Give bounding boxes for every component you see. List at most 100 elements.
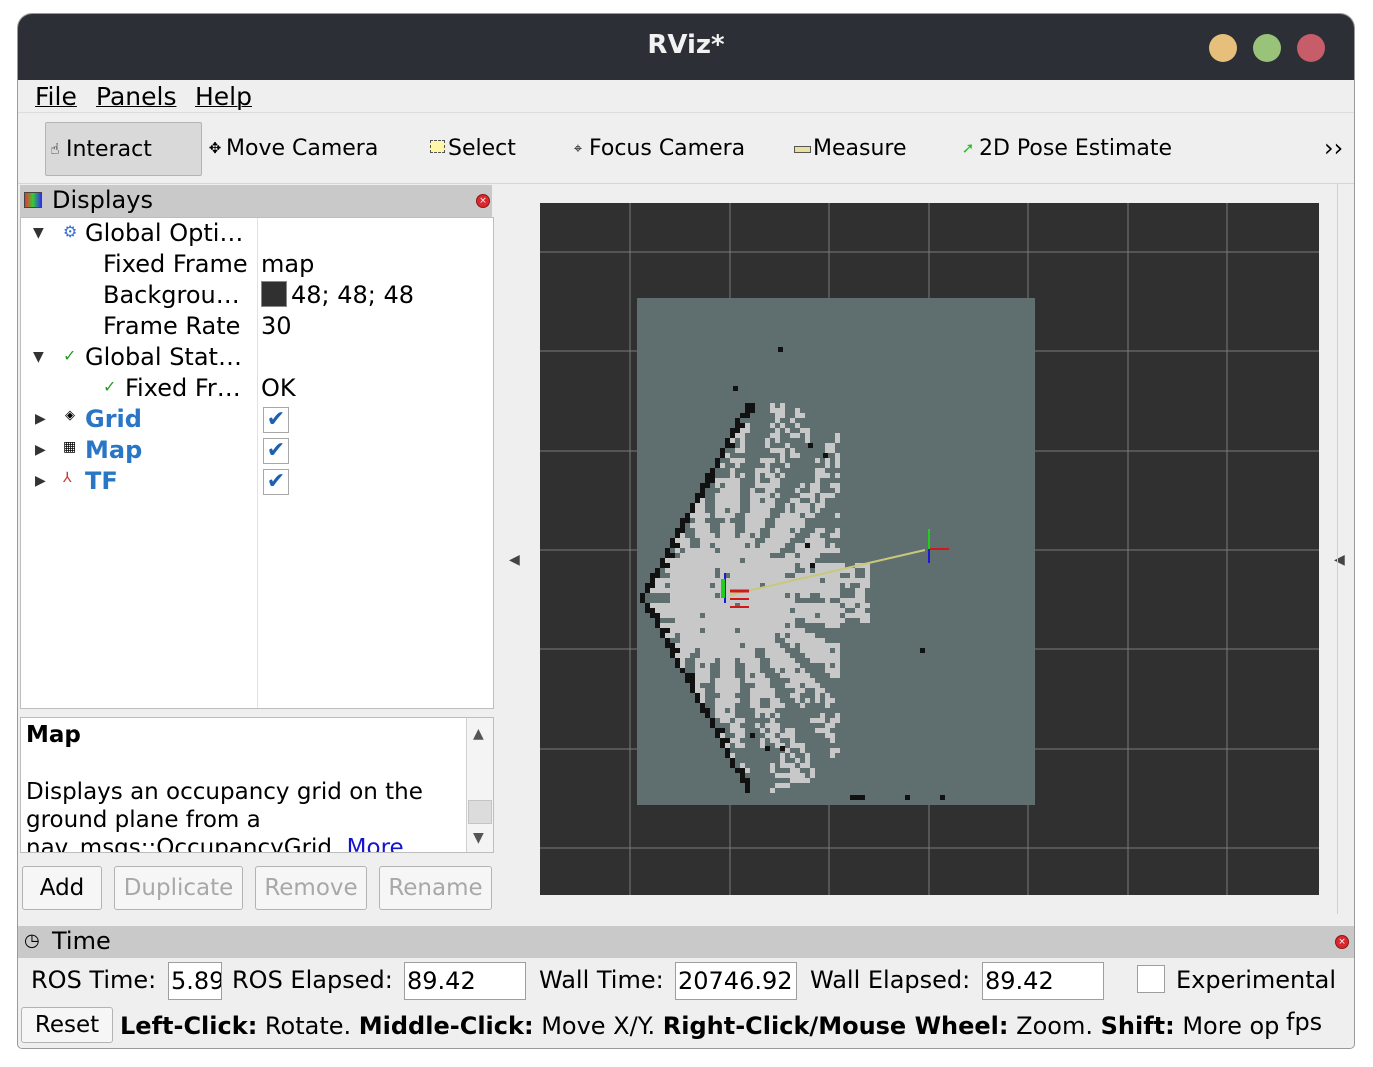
grid-enabled-checkbox[interactable]: ✔ <box>263 407 289 433</box>
tf-link-line <box>729 549 926 596</box>
description-text: Displays an occupancy grid on the ground… <box>26 779 423 853</box>
wall-time-label: Wall Time: <box>539 966 664 994</box>
wall-time-field[interactable]: 20746.92 <box>675 962 797 1000</box>
tree-label: Map <box>85 436 143 464</box>
clock-icon: ◷ <box>24 930 40 951</box>
hint-left-click: Left-Click: <box>120 1012 258 1040</box>
tool-pose-label: 2D Pose Estimate <box>979 135 1173 161</box>
ruler-icon <box>793 139 811 157</box>
tree-row-background[interactable]: Backgrou… 48; 48; 48 <box>21 281 493 312</box>
select-icon <box>428 139 446 157</box>
time-close-icon[interactable]: × <box>1335 935 1349 949</box>
tree-row-map[interactable]: ▶ ▦ Map ✔ <box>21 436 493 467</box>
tree-value: OK <box>261 374 296 402</box>
tree-label: Global Opti… <box>85 219 244 247</box>
rviz-window: RViz* File Panels Help ☝ Interact ✥ Move C… <box>18 14 1354 1048</box>
expand-down-icon[interactable]: ▼ <box>33 225 44 241</box>
hint-right-click: Right-Click/Mouse Wheel: <box>662 1012 1009 1040</box>
tree-value[interactable]: map <box>261 250 315 278</box>
displays-close-icon[interactable]: × <box>476 194 490 208</box>
description-body: Displays an occupancy grid on the ground… <box>26 778 456 853</box>
experimental-checkbox[interactable] <box>1137 965 1165 993</box>
tree-label: Global Stat… <box>85 343 242 371</box>
menu-file[interactable]: File <box>35 82 77 111</box>
tool-2d-pose-estimate[interactable]: ➚ 2D Pose Estimate <box>959 122 1172 174</box>
ros-elapsed-field[interactable]: 89.42 <box>404 962 526 1000</box>
focus-icon: ⌖ <box>573 139 583 157</box>
experimental-label: Experimental <box>1176 966 1337 994</box>
tool-focus-camera[interactable]: ⌖ Focus Camera <box>569 122 745 174</box>
description-panel: Map Displays an occupancy grid on the gr… <box>20 717 494 853</box>
maximize-button[interactable] <box>1253 34 1281 62</box>
tree-label: TF <box>85 467 118 495</box>
tree-row-grid[interactable]: ▶ ◈ Grid ✔ <box>21 405 493 436</box>
rename-button[interactable]: Rename <box>379 866 492 910</box>
time-fields: ROS Time: 5.89 ROS Elapsed: 89.42 Wall T… <box>18 958 1354 1004</box>
add-button[interactable]: Add <box>22 866 102 910</box>
scene-canvas[interactable] <box>540 203 1319 895</box>
displays-tree[interactable]: ▼ ⚙ Global Opti… Fixed Frame map Backgro… <box>20 217 494 709</box>
more-link[interactable]: More <box>346 835 404 853</box>
close-button[interactable] <box>1297 34 1325 62</box>
wall-elapsed-label: Wall Elapsed: <box>810 966 971 994</box>
pose-arrow-icon: ➚ <box>961 139 975 157</box>
background-value: 48; 48; 48 <box>291 281 415 309</box>
occupancy-map <box>640 347 945 800</box>
toolbar-overflow-button[interactable]: ›› <box>1324 134 1344 162</box>
map-enabled-checkbox[interactable]: ✔ <box>263 438 289 464</box>
remove-button[interactable]: Remove <box>255 866 367 910</box>
scroll-up-icon[interactable]: ▲ <box>473 726 484 742</box>
tool-move-camera[interactable]: ✥ Move Camera <box>206 122 379 174</box>
hint-text: More op <box>1174 1012 1280 1040</box>
column-divider <box>257 218 258 708</box>
reset-button[interactable]: Reset <box>21 1007 113 1043</box>
tool-measure-label: Measure <box>813 135 907 161</box>
time-panel-header: ◷ Time × <box>18 926 1354 958</box>
viewport-scrollbar[interactable] <box>1337 184 1352 914</box>
title-bar[interactable]: RViz* <box>18 14 1354 80</box>
collapse-left-icon[interactable]: ◀ <box>509 552 520 568</box>
tree-row-global-options[interactable]: ▼ ⚙ Global Opti… <box>21 219 493 250</box>
tf-enabled-checkbox[interactable]: ✔ <box>263 469 289 495</box>
tool-interact-label: Interact <box>66 136 152 162</box>
tool-select[interactable]: Select <box>428 122 516 174</box>
menu-panels[interactable]: Panels <box>96 82 177 111</box>
tree-label: Grid <box>85 405 142 433</box>
displays-header: Displays × <box>20 185 492 217</box>
description-scrollbar[interactable]: ▲ ▼ <box>466 718 493 852</box>
collapse-right-icon[interactable]: ◀ <box>1334 552 1345 568</box>
ros-time-label: ROS Time: <box>31 966 157 994</box>
expand-right-icon[interactable]: ▶ <box>35 411 46 427</box>
menu-help[interactable]: Help <box>195 82 252 111</box>
duplicate-button[interactable]: Duplicate <box>114 866 243 910</box>
tree-value-background[interactable]: 48; 48; 48 <box>261 281 414 309</box>
scroll-down-icon[interactable]: ▼ <box>473 830 484 846</box>
3d-viewport[interactable] <box>540 203 1319 895</box>
tree-row-fixed-frame-status[interactable]: ✓ Fixed Fr… OK <box>21 374 493 405</box>
wall-elapsed-field[interactable]: 89.42 <box>982 962 1104 1000</box>
tool-measure[interactable]: Measure <box>793 122 907 174</box>
tf-frame-map <box>928 529 949 563</box>
scroll-thumb[interactable] <box>468 800 492 824</box>
expand-right-icon[interactable]: ▶ <box>35 473 46 489</box>
tool-interact[interactable]: ☝ Interact <box>45 122 202 176</box>
expand-right-icon[interactable]: ▶ <box>35 442 46 458</box>
tree-row-frame-rate[interactable]: Frame Rate 30 <box>21 312 493 343</box>
hint-shift: Shift: <box>1100 1012 1175 1040</box>
tree-value[interactable]: 30 <box>261 312 292 340</box>
color-swatch[interactable] <box>261 281 287 307</box>
tree-row-fixed-frame[interactable]: Fixed Frame map <box>21 250 493 281</box>
grid-icon: ◈ <box>65 408 75 423</box>
status-bar: Reset Left-Click: Rotate. Middle-Click: … <box>18 1004 1354 1048</box>
ros-time-field[interactable]: 5.89 <box>168 962 222 1000</box>
tree-row-global-status[interactable]: ▼ ✓ Global Stat… <box>21 343 493 374</box>
time-title: Time <box>52 927 111 955</box>
tree-row-tf[interactable]: ▶ ⅄ TF ✔ <box>21 467 493 498</box>
tf-axes-icon: ⅄ <box>63 470 72 486</box>
tree-label: Fixed Frame <box>103 250 248 278</box>
tool-focus-camera-label: Focus Camera <box>589 135 746 161</box>
minimize-button[interactable] <box>1209 34 1237 62</box>
tree-label: Fixed Fr… <box>125 374 241 402</box>
displays-title: Displays <box>52 186 153 214</box>
expand-down-icon[interactable]: ▼ <box>33 349 44 365</box>
